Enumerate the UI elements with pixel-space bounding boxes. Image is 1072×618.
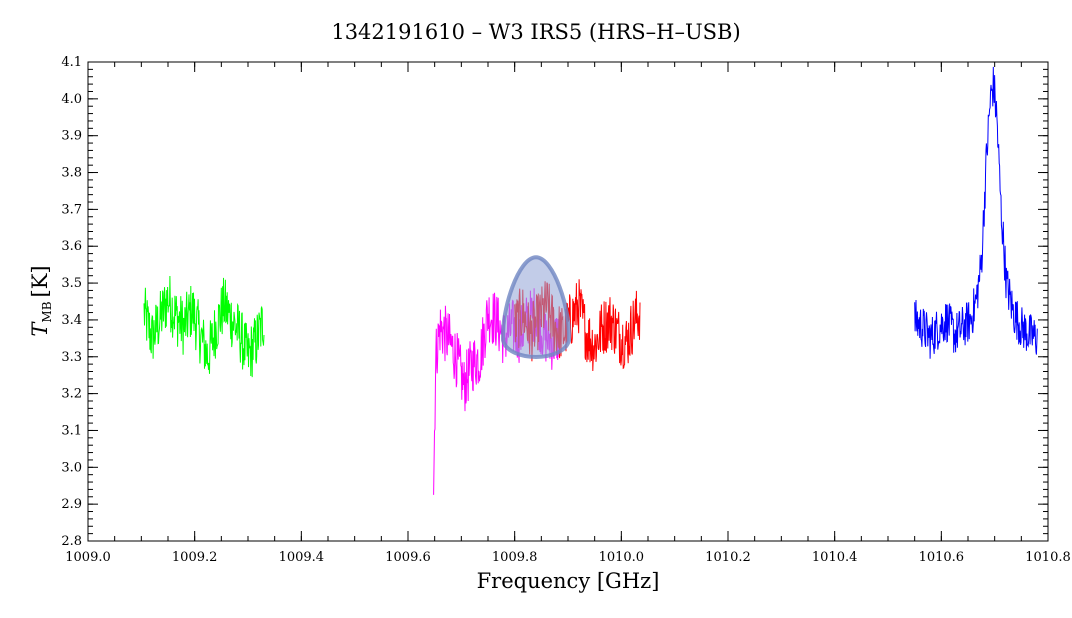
y-tick-label: 4.1 <box>61 55 82 70</box>
y-tick-label: 3.9 <box>61 129 82 144</box>
x-tick-label: 1009.4 <box>279 550 325 565</box>
x-tick-label: 1009.0 <box>65 550 111 565</box>
y-axis-label-sub: MB <box>40 301 54 322</box>
y-tick-label: 2.9 <box>61 497 82 512</box>
x-axis: 1009.0 1009.2 1009.4 1009.6 1009.8 1010.0 1010… <box>65 62 1071 565</box>
plot-frame <box>87 61 1049 542</box>
x-tick-label: 1010.8 <box>1025 550 1071 565</box>
y-axis-label-main: T <box>28 321 52 337</box>
y-tick-label: 3.8 <box>61 166 82 181</box>
x-tick-label: 1009.6 <box>385 550 431 565</box>
x-tick-label: 1009.2 <box>172 550 218 565</box>
y-tick-label: 3.2 <box>61 387 82 402</box>
y-tick-label: 3.4 <box>61 313 82 328</box>
x-tick-label: 1010.6 <box>919 550 965 565</box>
y-tick-label: 2.8 <box>61 534 82 549</box>
series-line-3 <box>914 66 1038 359</box>
y-axis: 2.8 2.9 3.0 3.1 3.2 3.3 3.4 3.5 3.6 3.7 3.8 3.9 4.0 4… <box>61 55 1048 549</box>
y-tick-label: 4.0 <box>61 92 82 107</box>
x-tick-label: 1010.4 <box>812 550 858 565</box>
y-tick-label: 3.0 <box>61 460 82 475</box>
y-axis-label-unit: [K] <box>28 265 52 297</box>
y-axis-label: TMB [K] <box>28 265 54 336</box>
x-tick-label: 1010.0 <box>599 550 645 565</box>
annotation-band <box>501 255 571 359</box>
y-tick-label: 3.1 <box>61 423 82 438</box>
y-tick-label: 3.7 <box>61 202 82 217</box>
series-line-0 <box>143 275 265 378</box>
x-tick-label: 1009.8 <box>492 550 538 565</box>
x-axis-label: Frequency [GHz] <box>477 569 660 593</box>
plot-area <box>143 66 1038 495</box>
y-tick-label: 3.5 <box>61 276 82 291</box>
chart-title: 1342191610 – W3 IRS5 (HRS–H–USB) <box>331 20 740 44</box>
y-tick-label: 3.6 <box>61 239 82 254</box>
y-tick-label: 3.3 <box>61 350 82 365</box>
x-tick-label: 1010.2 <box>705 550 751 565</box>
